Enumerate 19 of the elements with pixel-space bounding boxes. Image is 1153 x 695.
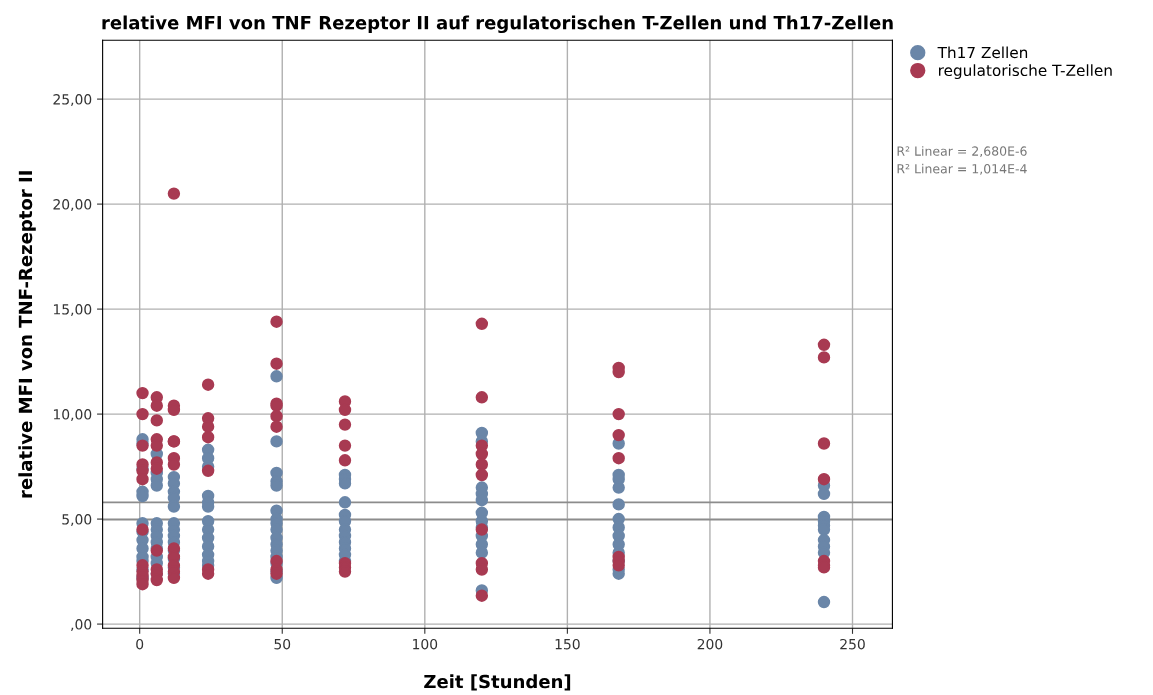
y-tick-label: ,00	[71, 619, 92, 631]
chart-title: relative MFI von TNF Rezeptor II auf regulatorischen T-Zellen und Th17-Zellen	[102, 15, 893, 34]
y-axis-title: relative MFI von TNF-Rezeptor II	[18, 171, 36, 498]
y-tick-label: 20,00	[53, 199, 92, 211]
x-tick-label: 100	[413, 638, 438, 650]
text: R² Linear = 1,014E-4	[897, 163, 1027, 175]
x-tick-label: 50	[274, 638, 291, 650]
x-tick-label: 150	[555, 638, 580, 650]
y-tick-label: 25,00	[53, 94, 92, 106]
legend-label: Th17 Zellen	[937, 46, 1028, 59]
x-tick-label: 250	[840, 638, 865, 650]
y-tick-label: 5,00	[62, 514, 92, 526]
y-tick-label: 10,00	[53, 409, 92, 421]
x-tick-label: 0	[136, 638, 144, 650]
text: R² Linear = 2,680E-6	[897, 146, 1027, 158]
legend-label: regulatorische T-Zellen	[939, 64, 1112, 80]
x-tick-label: 200	[697, 638, 723, 650]
y-tick-label: 15,00	[53, 304, 92, 316]
x-axis-title: Zeit [Stunden]	[424, 674, 571, 691]
